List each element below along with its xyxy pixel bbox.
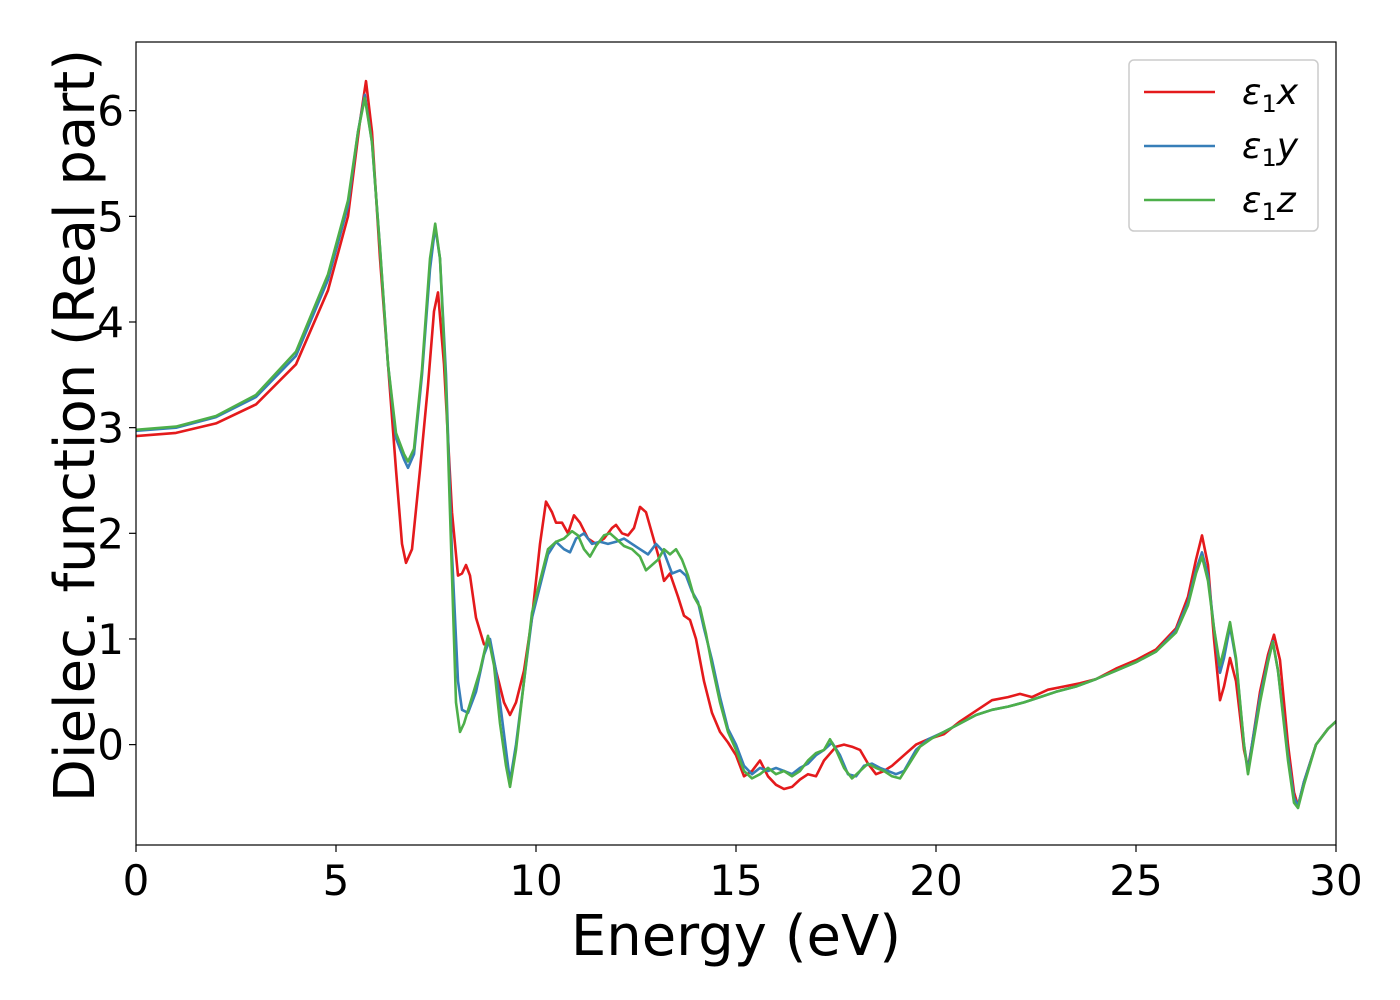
y-tick-label: 0 (97, 721, 124, 770)
legend-box (1128, 59, 1319, 232)
legend-label: ε1z (1242, 180, 1297, 226)
legend-entry-y: ε1y (1144, 126, 1299, 172)
x-tick-label: 5 (323, 856, 350, 905)
y-tick-label: 4 (97, 298, 124, 347)
x-axis-label: Energy (eV) (571, 904, 901, 969)
y-tick-label: 6 (97, 87, 124, 136)
legend: ε1x ε1y ε1z (1128, 59, 1319, 232)
x-tick-label: 10 (509, 856, 562, 905)
y-axis: 0 1 2 3 4 5 6 (97, 87, 136, 770)
legend-entry-z: ε1z (1144, 180, 1297, 226)
x-axis: 0 5 10 15 20 25 30 (123, 845, 1363, 905)
x-tick-label: 15 (709, 856, 762, 905)
series-layer (136, 79, 1336, 810)
y-axis-label: Dielec. function (Real part) (43, 49, 108, 802)
series-line-z (136, 96, 1336, 810)
x-tick-label: 20 (909, 856, 962, 905)
legend-label: ε1y (1242, 126, 1299, 172)
x-tick-label: 0 (123, 856, 150, 905)
y-tick-label: 2 (97, 509, 124, 558)
legend-label: ε1x (1242, 72, 1299, 118)
x-tick-label: 25 (1109, 856, 1162, 905)
legend-entry-x: ε1x (1144, 72, 1299, 118)
x-tick-label: 30 (1309, 856, 1362, 905)
y-tick-label: 1 (97, 615, 124, 664)
y-tick-label: 5 (97, 192, 124, 241)
y-tick-label: 3 (97, 404, 124, 453)
